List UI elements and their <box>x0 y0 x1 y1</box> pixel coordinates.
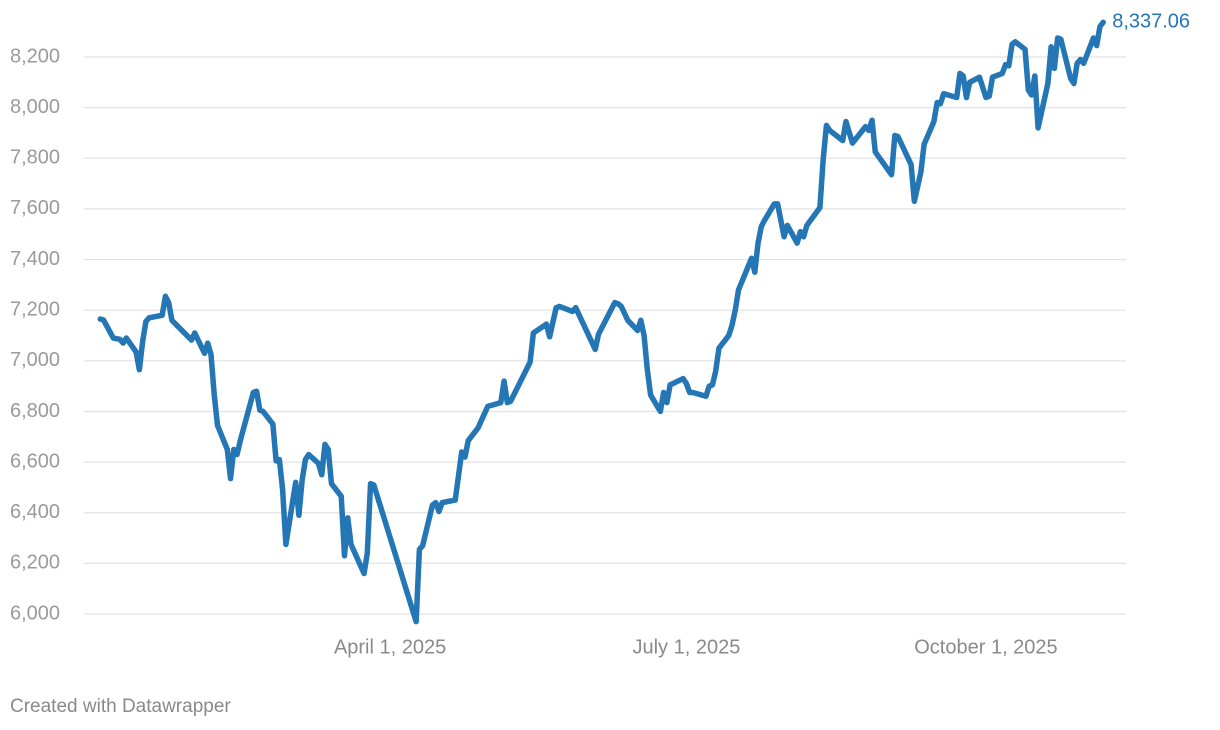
x-tick-label: April 1, 2025 <box>334 636 446 658</box>
y-tick-label: 6,400 <box>10 501 60 523</box>
y-tick-label: 8,200 <box>10 45 60 67</box>
grid: 6,000 6,200 6,400 6,600 6,800 7,000 7,200 7,400… <box>10 45 1126 658</box>
y-tick-label: 6,800 <box>10 400 60 422</box>
y-tick-label: 7,800 <box>10 147 60 169</box>
marks: 8,337.06 <box>97 11 1190 625</box>
y-tick-label: 6,600 <box>10 450 60 472</box>
y-tick-label: 7,400 <box>10 248 60 270</box>
y-tick-label: 6,000 <box>10 602 60 624</box>
y-tick-label: 6,200 <box>10 552 60 574</box>
x-tick-label: October 1, 2025 <box>914 636 1057 658</box>
y-tick-label: 8,000 <box>10 96 60 118</box>
y-tick-label: 7,000 <box>10 349 60 371</box>
y-tick-label: 7,600 <box>10 197 60 219</box>
value-label: 8,337.06 <box>1112 11 1190 33</box>
y-tick-label: 7,200 <box>10 298 60 320</box>
credit: Created with Datawrapper <box>10 696 231 717</box>
x-tick-label: July 1, 2025 <box>632 636 740 658</box>
line <box>97 19 1106 625</box>
